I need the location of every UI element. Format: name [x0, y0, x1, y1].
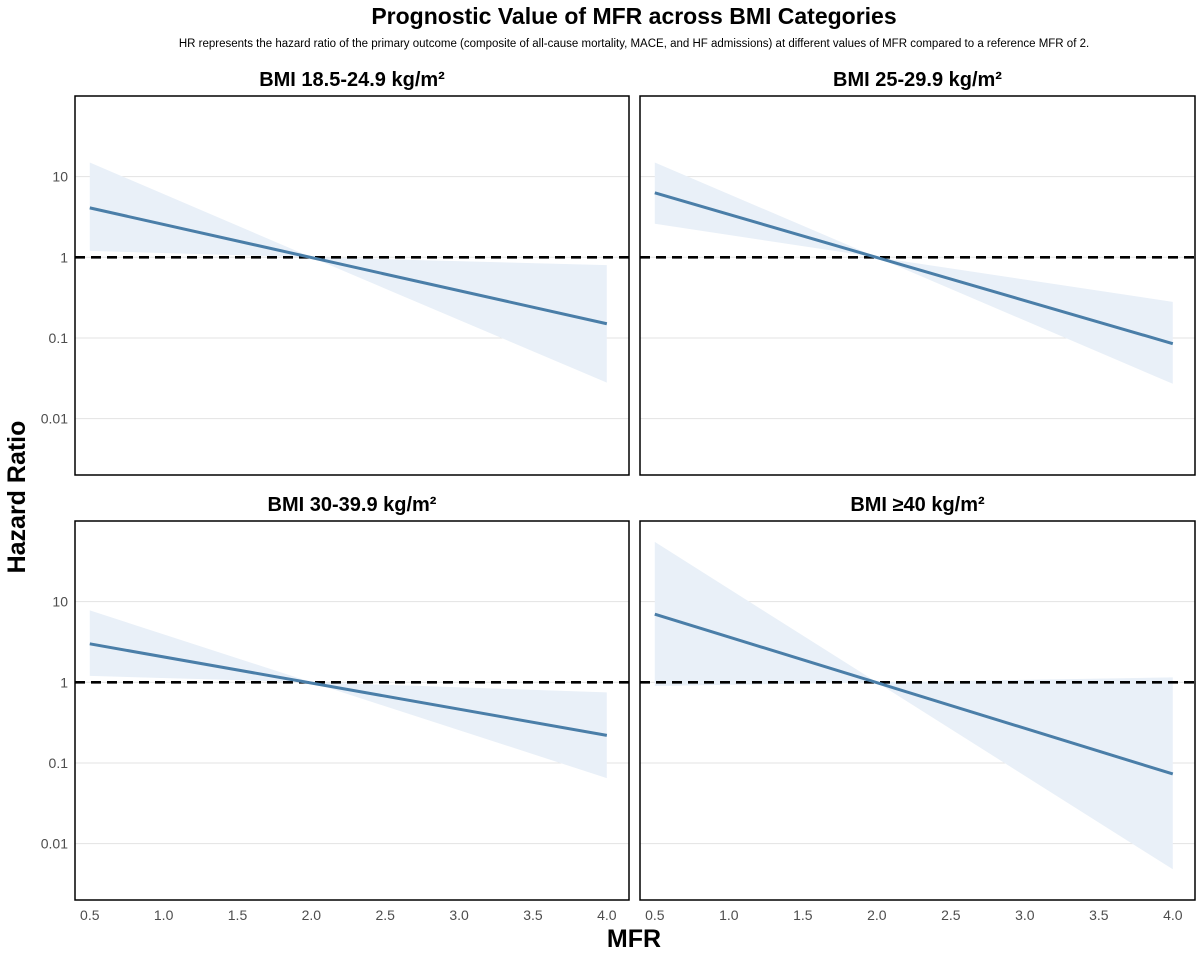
y-tick-label: 1 [60, 674, 68, 690]
confidence-band [654, 541, 1173, 870]
panels: BMI 18.5-24.9 kg/m² 0.01 0.1 1 10 BMI 25-29.9… [41, 69, 1196, 923]
panel-3: BMI 30-39.9 kg/m² 0.01 0.1 1 10 0.5 1.0 1.5 2.0 2… [41, 494, 630, 923]
hazard-ratio-line [654, 191, 1174, 346]
x-tick-label: 3.5 [1089, 907, 1109, 923]
panel-frame [74, 95, 630, 476]
y-axis-label: Hazard Ratio [3, 421, 31, 574]
chart-subtitle: HR represents the hazard ratio of the pr… [179, 38, 1089, 50]
x-tick-label: 4.0 [597, 907, 617, 923]
confidence-band [89, 610, 607, 779]
confidence-band [89, 162, 607, 383]
panel-title: BMI ≥40 kg/m² [850, 494, 985, 516]
x-tick-label: 2.0 [302, 907, 322, 923]
x-tick-label: 1.5 [228, 907, 248, 923]
panel-frame [639, 520, 1196, 901]
x-tick-label: 2.0 [867, 907, 887, 923]
y-tick-label: 10 [52, 169, 68, 185]
hazard-ratio-line [654, 612, 1174, 776]
y-tick-label: 0.1 [49, 330, 69, 346]
x-tick-label: 2.5 [941, 907, 961, 923]
x-tick-label: 2.5 [376, 907, 396, 923]
panel-1: BMI 18.5-24.9 kg/m² 0.01 0.1 1 10 [41, 69, 630, 476]
panel-frame [639, 95, 1196, 476]
panel-2: BMI 25-29.9 kg/m² [639, 69, 1196, 476]
panel-frame [74, 520, 630, 901]
panel-title: BMI 25-29.9 kg/m² [833, 69, 1002, 91]
hazard-ratio-line [89, 206, 608, 326]
confidence-band [654, 162, 1173, 384]
y-tick-label: 0.01 [41, 836, 68, 852]
panel-4: BMI ≥40 kg/m² 0.5 1.0 1.5 2.0 2.5 3.0 3.5 4.0 [639, 494, 1196, 923]
hazard-ratio-line [89, 642, 608, 737]
x-tick-label: 1.0 [154, 907, 174, 923]
x-tick-label: 3.0 [449, 907, 469, 923]
x-tick-label: 1.0 [719, 907, 739, 923]
y-tick-label: 1 [60, 249, 68, 265]
x-tick-label: 3.5 [523, 907, 543, 923]
y-tick-label: 0.01 [41, 411, 68, 427]
y-tick-label: 10 [52, 594, 68, 610]
y-tick-label: 0.1 [49, 755, 69, 771]
panel-title: BMI 30-39.9 kg/m² [268, 494, 437, 516]
x-tick-label: 0.5 [645, 907, 665, 923]
x-axis-label: MFR [607, 925, 661, 953]
chart-title: Prognostic Value of MFR across BMI Categ… [371, 3, 896, 29]
x-tick-label: 4.0 [1163, 907, 1183, 923]
panel-title: BMI 18.5-24.9 kg/m² [259, 69, 445, 91]
x-tick-label: 3.0 [1015, 907, 1035, 923]
x-tick-label: 1.5 [793, 907, 813, 923]
x-tick-label: 0.5 [80, 907, 100, 923]
